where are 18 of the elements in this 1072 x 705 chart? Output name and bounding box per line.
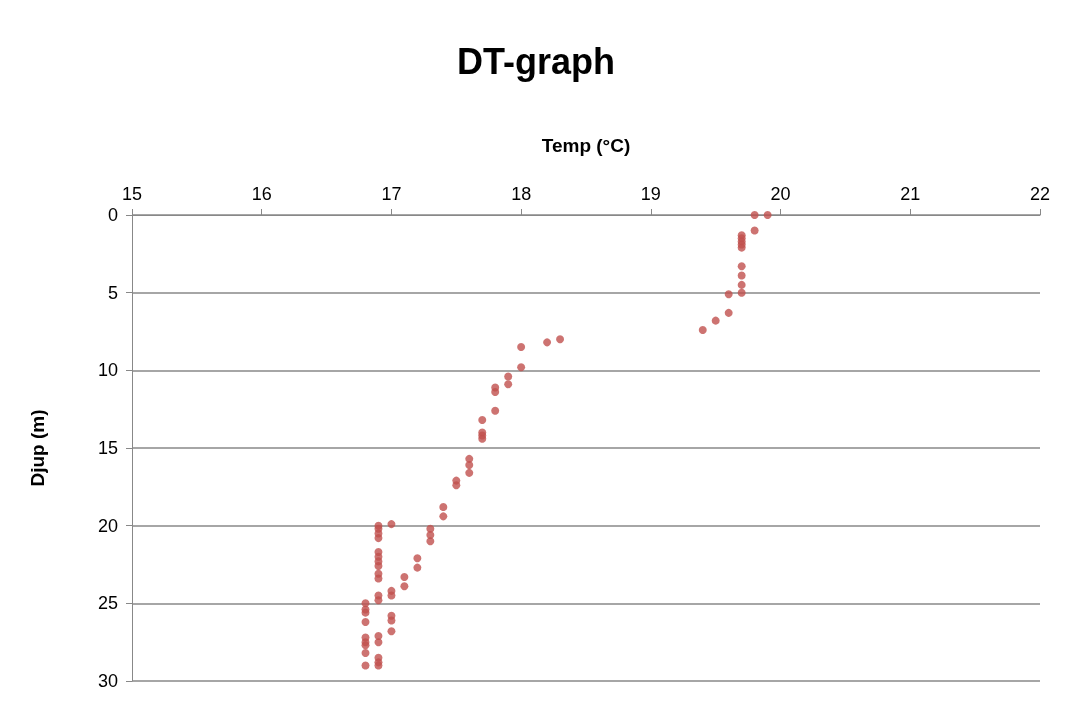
x-tick-label: 15 (121, 184, 143, 204)
y-tick-label: 15 (97, 438, 118, 458)
x-axis-title: Temp (°C) (541, 135, 631, 156)
x-tick-label: 19 (640, 184, 661, 204)
y-tick-label: 25 (97, 593, 118, 614)
y-tick-label: 0 (107, 205, 118, 225)
y-tick-label: 5 (107, 282, 118, 303)
y-tick-label: 20 (97, 515, 118, 536)
chart-title: DT-graph (457, 40, 615, 82)
x-tick-label: 22 (1029, 184, 1051, 204)
y-axis-title: Djup (m) (27, 409, 48, 487)
x-tick-label: 18 (511, 184, 532, 204)
x-tick-label: 16 (251, 184, 272, 204)
x-tick-label: 21 (900, 184, 921, 204)
y-tick-label: 30 (97, 671, 118, 691)
x-tick-label: 20 (770, 184, 791, 204)
y-tick-label: 10 (97, 360, 118, 381)
x-tick-label: 17 (381, 184, 402, 204)
